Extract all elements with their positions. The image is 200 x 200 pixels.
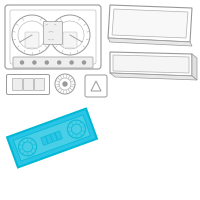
FancyBboxPatch shape bbox=[44, 21, 62, 45]
Polygon shape bbox=[112, 9, 188, 38]
Circle shape bbox=[63, 82, 67, 86]
Circle shape bbox=[58, 61, 61, 64]
Polygon shape bbox=[108, 5, 192, 42]
Polygon shape bbox=[50, 133, 58, 142]
Circle shape bbox=[30, 33, 34, 37]
Circle shape bbox=[45, 61, 48, 64]
Polygon shape bbox=[192, 54, 197, 80]
Polygon shape bbox=[110, 73, 197, 80]
FancyBboxPatch shape bbox=[35, 78, 44, 90]
FancyBboxPatch shape bbox=[24, 78, 34, 90]
Polygon shape bbox=[110, 52, 192, 76]
Circle shape bbox=[68, 33, 72, 37]
FancyBboxPatch shape bbox=[12, 78, 22, 90]
FancyBboxPatch shape bbox=[5, 5, 101, 69]
Polygon shape bbox=[41, 136, 48, 145]
FancyBboxPatch shape bbox=[63, 32, 77, 48]
FancyBboxPatch shape bbox=[85, 75, 107, 97]
Polygon shape bbox=[7, 109, 97, 167]
Polygon shape bbox=[55, 131, 62, 140]
Polygon shape bbox=[13, 115, 91, 161]
Circle shape bbox=[33, 61, 36, 64]
Circle shape bbox=[70, 61, 73, 64]
Polygon shape bbox=[113, 55, 189, 73]
FancyBboxPatch shape bbox=[6, 74, 50, 95]
FancyBboxPatch shape bbox=[25, 32, 39, 48]
FancyBboxPatch shape bbox=[13, 57, 93, 68]
Polygon shape bbox=[108, 38, 192, 46]
Circle shape bbox=[21, 61, 24, 64]
Circle shape bbox=[83, 61, 86, 64]
Polygon shape bbox=[45, 134, 53, 144]
